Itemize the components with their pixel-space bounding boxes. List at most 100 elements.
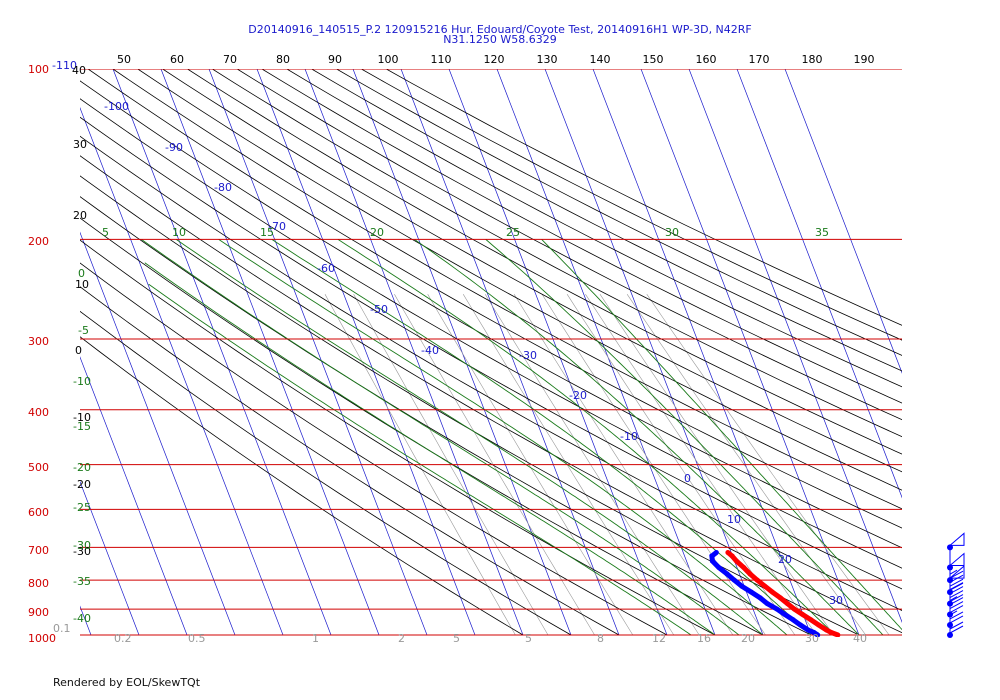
moist-adiabat-line — [148, 283, 692, 636]
pressure-tick-label: 100 — [28, 63, 49, 76]
wind-barb-half-feather — [949, 596, 958, 601]
dewpoint-point — [713, 550, 719, 556]
chart-subtitle-location: N31.1250 W58.6329 — [443, 33, 557, 46]
mixing-ratio-label: 8 — [597, 632, 604, 645]
isotherm-line — [736, 69, 902, 499]
dry-adiabat-line — [87, 69, 902, 529]
isotherm-label: 10 — [727, 513, 741, 526]
wind-barb-pennant — [948, 532, 965, 546]
moist-adiabat-line — [485, 239, 884, 636]
wind-barb-feather — [949, 605, 964, 613]
theta-tick-label: 70 — [223, 53, 237, 66]
wind-barb-half-feather — [949, 610, 958, 616]
isotherm-line — [400, 69, 620, 636]
theta-e-top-label: 5 — [102, 226, 109, 239]
wind-barb-feather — [949, 594, 964, 603]
mixing-ratio-label: 2 — [398, 632, 405, 645]
theta-tick-label: 160 — [696, 53, 717, 66]
wind-barb-column — [947, 532, 965, 638]
mixing-ratio-label: 1 — [312, 632, 319, 645]
dry-adiabat-line — [162, 69, 902, 473]
dry-adiabat-line — [336, 69, 902, 356]
temperature-point — [828, 630, 834, 636]
isotherm-line — [80, 356, 188, 636]
dry-adiabat-line — [286, 69, 902, 388]
isotherm-line — [448, 69, 668, 636]
theta-left-label: -110 — [52, 59, 77, 72]
moist-adiabat-line — [218, 239, 788, 636]
dry-adiabat-line — [80, 286, 620, 636]
theta-e-left-label: -25 — [73, 501, 91, 514]
mixing-ratio-label: 16 — [697, 632, 711, 645]
theta-tick-label: 60 — [170, 53, 184, 66]
wind-barb — [947, 621, 964, 638]
dry-adiabat-line — [80, 310, 572, 636]
theta-tick-label: 140 — [590, 53, 611, 66]
theta-e-top-label: 25 — [506, 226, 520, 239]
wind-barb-dot — [947, 564, 953, 571]
wind-barb-feather — [949, 586, 964, 595]
dewpoint-point — [774, 606, 780, 612]
isotherm-line — [160, 69, 380, 636]
wind-barb-feather — [949, 574, 964, 583]
isotherm-label: -20 — [569, 389, 587, 402]
temperature-point — [754, 577, 760, 583]
theta-e-left-label: -30 — [73, 539, 91, 552]
theta-left-label: -30 — [73, 545, 91, 558]
dry-adiabat-line — [80, 80, 902, 549]
wind-barb-feather — [949, 597, 964, 605]
pressure-tick-label: 400 — [28, 406, 49, 419]
isotherm-line — [208, 69, 428, 636]
theta-e-left-label: -5 — [78, 324, 89, 337]
dry-adiabat-line — [187, 69, 902, 455]
theta-left-label: -10 — [73, 411, 91, 424]
dry-adiabat-line — [311, 69, 902, 372]
mixing-ratio-label: 0.1 — [53, 622, 71, 635]
pressure-tick-label: 900 — [28, 606, 49, 619]
pressure-tick-label: 600 — [28, 506, 49, 519]
temperature-point — [800, 612, 806, 618]
dry-adiabat-line — [80, 155, 902, 634]
theta-tick-label: 110 — [431, 53, 452, 66]
temperature-point — [784, 601, 790, 607]
dry-adiabat-line — [80, 116, 902, 590]
temperature-point — [747, 571, 753, 577]
theta-tick-label: 170 — [749, 53, 770, 66]
pressure-tick-label: 1000 — [28, 632, 56, 645]
isotherm-line — [640, 69, 860, 636]
temperature-point — [791, 606, 797, 612]
theta-e-left-label: -10 — [73, 375, 91, 388]
wind-barb-feather — [949, 621, 964, 630]
theta-left-label: 0 — [75, 344, 82, 357]
dewpoint-point — [782, 612, 788, 618]
isotherm-label: -90 — [165, 141, 183, 154]
mixing-ratio-label: 5 — [453, 632, 460, 645]
temperature-point — [733, 558, 739, 564]
render-credit: Rendered by EOL/SkewTQt — [53, 676, 201, 689]
dry-adiabat-line — [212, 69, 902, 438]
mixing-ratio-label: 30 — [805, 632, 819, 645]
dry-adiabat-line — [80, 217, 764, 636]
wind-barb-feather — [949, 590, 964, 599]
theta-e-left-label: -20 — [73, 461, 91, 474]
wind-barb — [947, 596, 964, 618]
isotherm-line — [688, 69, 902, 623]
temperature-point — [762, 583, 768, 589]
isotherm-label: -40 — [421, 344, 439, 357]
theta-left-label: 30 — [73, 138, 87, 151]
isotherm-label: -50 — [370, 303, 388, 316]
theta-e-top-label: 20 — [370, 226, 384, 239]
moist-adiabat-line — [144, 262, 716, 636]
theta-e-top-label: 30 — [665, 226, 679, 239]
wind-barb-dot — [947, 621, 953, 628]
theta-tick-label: 190 — [854, 53, 875, 66]
dewpoint-point — [764, 601, 770, 607]
theta-tick-label: 150 — [643, 53, 664, 66]
moist-adiabat-line — [337, 239, 836, 636]
temperature-point — [808, 617, 814, 623]
mixing-ratio-label: 40 — [853, 632, 867, 645]
wind-barb-feather — [949, 570, 964, 579]
theta-left-label: -20 — [73, 478, 91, 491]
wind-barb-feather — [949, 611, 964, 620]
